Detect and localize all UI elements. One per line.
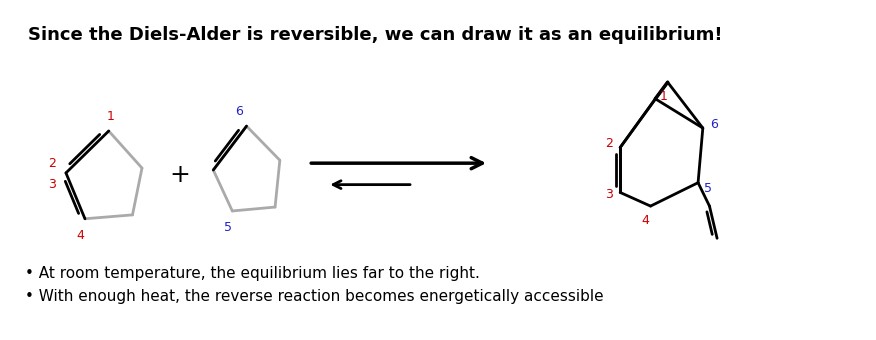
Text: 5: 5	[223, 221, 231, 234]
Text: • At room temperature, the equilibrium lies far to the right.: • At room temperature, the equilibrium l…	[25, 266, 480, 280]
Text: 2: 2	[604, 137, 612, 150]
Text: Since the Diels-Alder is reversible, we can draw it as an equilibrium!: Since the Diels-Alder is reversible, we …	[28, 26, 723, 44]
Text: 4: 4	[642, 214, 650, 227]
Text: 6: 6	[710, 118, 718, 131]
Text: 1: 1	[107, 110, 115, 123]
Text: 3: 3	[604, 188, 612, 201]
Text: 3: 3	[48, 178, 56, 191]
Text: 2: 2	[48, 157, 56, 170]
Text: +: +	[170, 163, 190, 187]
Text: • With enough heat, the reverse reaction becomes energetically accessible: • With enough heat, the reverse reaction…	[25, 289, 604, 304]
Text: 6: 6	[235, 105, 243, 118]
Text: 5: 5	[703, 182, 712, 195]
Text: 4: 4	[76, 228, 84, 241]
Text: 1: 1	[660, 90, 668, 103]
